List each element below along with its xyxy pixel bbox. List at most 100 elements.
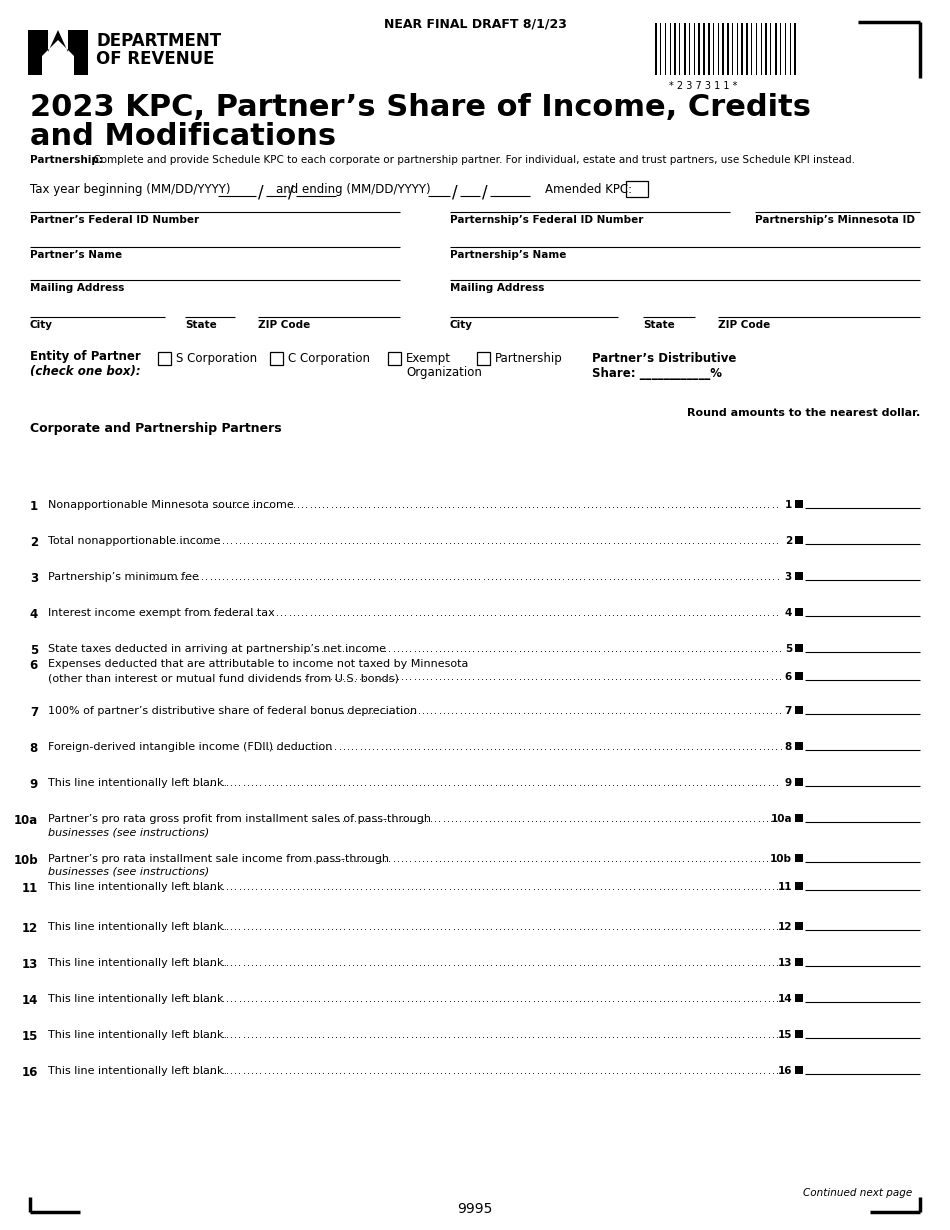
Bar	[270, 352, 283, 365]
Text: Partner’s Federal ID Number: Partner’s Federal ID Number	[30, 215, 200, 225]
Text: 16: 16	[777, 1066, 792, 1076]
Text: and Modifications: and Modifications	[30, 122, 336, 151]
Text: 1: 1	[29, 501, 38, 513]
Text: Parternship’s Federal ID Number: Parternship’s Federal ID Number	[450, 215, 643, 225]
Text: Partnership’s Minnesota ID: Partnership’s Minnesota ID	[755, 215, 915, 225]
Bar	[679, 23, 680, 75]
Bar	[737, 23, 738, 75]
Text: Partner’s Distributive: Partner’s Distributive	[592, 352, 736, 365]
Text: This line intentionally left blank.: This line intentionally left blank.	[48, 1030, 227, 1041]
Text: Entity of Partner: Entity of Partner	[30, 351, 141, 363]
Text: State taxes deducted in arriving at partnership’s net income: State taxes deducted in arriving at part…	[48, 645, 386, 654]
Text: 9995: 9995	[457, 1202, 493, 1216]
Bar	[708, 23, 710, 75]
Text: 5: 5	[29, 645, 38, 657]
Text: 10b: 10b	[770, 854, 792, 863]
Text: Partnership’s minimum fee: Partnership’s minimum fee	[48, 572, 199, 582]
Bar	[751, 23, 752, 75]
Bar	[775, 23, 777, 75]
Text: This line intentionally left blank.: This line intentionally left blank.	[48, 922, 227, 932]
Bar	[795, 572, 803, 581]
Bar	[703, 23, 705, 75]
Text: Share: ____________%: Share: ____________%	[592, 367, 722, 380]
Text: ZIP Code: ZIP Code	[258, 320, 311, 330]
Text: Interest income exempt from federal tax: Interest income exempt from federal tax	[48, 608, 275, 617]
Bar	[765, 23, 767, 75]
Text: businesses (see instructions): businesses (see instructions)	[48, 867, 209, 877]
Text: 2023 KPC, Partner’s Share of Income, Credits: 2023 KPC, Partner’s Share of Income, Cre…	[30, 93, 811, 122]
Text: ZIP Code: ZIP Code	[718, 320, 770, 330]
Bar	[732, 23, 733, 75]
Text: 2: 2	[785, 536, 792, 546]
Text: * 2 3 7 3 1 1 *: * 2 3 7 3 1 1 *	[669, 81, 737, 91]
Bar	[626, 181, 648, 197]
Bar	[761, 23, 762, 75]
Text: NEAR FINAL DRAFT 8/1/23: NEAR FINAL DRAFT 8/1/23	[384, 17, 566, 30]
Text: 14: 14	[777, 994, 792, 1004]
Bar	[655, 23, 657, 75]
Text: DEPARTMENT: DEPARTMENT	[96, 32, 221, 50]
Bar	[770, 23, 771, 75]
Bar	[795, 501, 803, 508]
Text: 11: 11	[22, 882, 38, 895]
Bar	[795, 672, 803, 680]
Text: Partnership’s Name: Partnership’s Name	[450, 250, 566, 260]
Bar	[795, 536, 803, 544]
Text: 11: 11	[777, 882, 792, 892]
Text: 10a: 10a	[770, 814, 792, 824]
Text: 1: 1	[785, 501, 792, 510]
Text: 7: 7	[785, 706, 792, 716]
Text: 100% of partner’s distributive share of federal bonus depreciation: 100% of partner’s distributive share of …	[48, 706, 417, 716]
Bar	[674, 23, 676, 75]
Text: S Corporation: S Corporation	[176, 352, 257, 365]
Bar	[746, 23, 748, 75]
Text: This line intentionally left blank.: This line intentionally left blank.	[48, 958, 227, 968]
Bar	[794, 23, 796, 75]
Bar	[795, 779, 803, 786]
Text: OF REVENUE: OF REVENUE	[96, 50, 215, 68]
Text: Exempt: Exempt	[406, 352, 451, 365]
Text: Expenses deducted that are attributable to income not taxed by Minnesota: Expenses deducted that are attributable …	[48, 659, 468, 669]
Text: businesses (see instructions): businesses (see instructions)	[48, 827, 209, 836]
Bar	[795, 922, 803, 930]
Bar	[795, 742, 803, 750]
Text: This line intentionally left blank.: This line intentionally left blank.	[48, 779, 227, 788]
Bar	[694, 23, 695, 75]
Bar	[795, 814, 803, 822]
Text: Round amounts to the nearest dollar.: Round amounts to the nearest dollar.	[687, 408, 920, 418]
Text: 2: 2	[29, 536, 38, 549]
Text: 13: 13	[777, 958, 792, 968]
Text: Mailing Address: Mailing Address	[450, 283, 544, 293]
Text: 4: 4	[29, 608, 38, 621]
Text: Tax year beginning (MM/DD/YYYY): Tax year beginning (MM/DD/YYYY)	[30, 183, 231, 196]
Text: Partner’s Name: Partner’s Name	[30, 250, 123, 260]
Text: /: /	[288, 183, 294, 200]
Bar	[718, 23, 719, 75]
Bar	[795, 994, 803, 1002]
Text: 3: 3	[29, 572, 38, 585]
Text: 12: 12	[22, 922, 38, 935]
Polygon shape	[28, 30, 88, 75]
Text: State: State	[643, 320, 674, 330]
Bar	[158, 352, 171, 365]
Text: /: /	[482, 183, 487, 200]
Bar	[684, 23, 686, 75]
Bar	[689, 23, 690, 75]
Bar	[780, 23, 781, 75]
Text: Mailing Address: Mailing Address	[30, 283, 124, 293]
Text: This line intentionally left blank: This line intentionally left blank	[48, 994, 223, 1004]
Bar	[795, 1066, 803, 1074]
Bar	[713, 23, 714, 75]
Text: 5: 5	[785, 645, 792, 654]
Bar	[785, 23, 786, 75]
Text: Partner’s pro rata installment sale income from pass-through: Partner’s pro rata installment sale inco…	[48, 854, 389, 863]
Text: Total nonapportionable income: Total nonapportionable income	[48, 536, 220, 546]
Text: 14: 14	[22, 994, 38, 1007]
Text: 3: 3	[785, 572, 792, 582]
Text: Nonapportionable Minnesota source income: Nonapportionable Minnesota source income	[48, 501, 294, 510]
Bar	[795, 854, 803, 862]
Text: 8: 8	[29, 742, 38, 755]
Text: Amended KPC:: Amended KPC:	[545, 183, 632, 196]
Bar	[727, 23, 729, 75]
Text: City: City	[30, 320, 53, 330]
